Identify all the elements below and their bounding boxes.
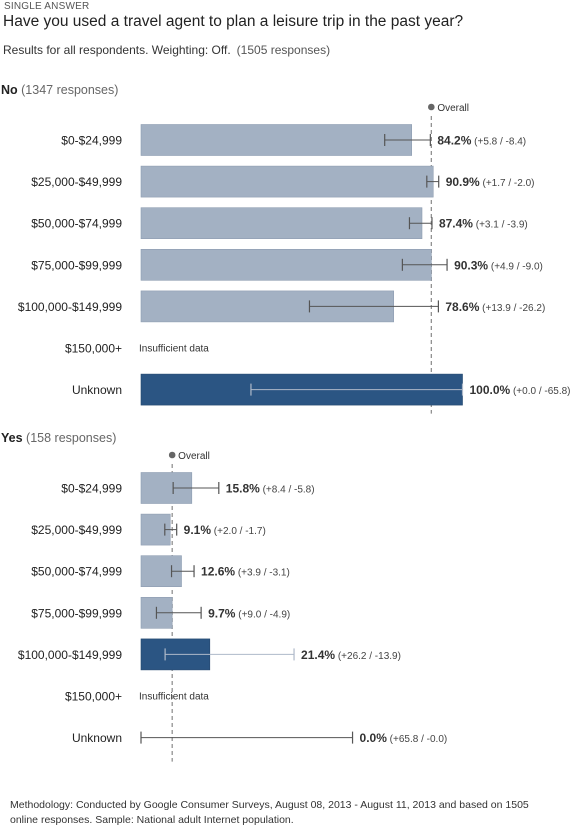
value-label-group: 0.0% (+65.8 / -0.0) <box>360 731 448 745</box>
total-responses: (1505 responses) <box>236 43 331 57</box>
value-label-group: 90.9% (+1.7 / -2.0) <box>446 175 535 189</box>
error-margin-label: (+26.2 / -13.9) <box>335 651 401 662</box>
data-bar <box>140 165 434 198</box>
value-label-group: 100.0% (+0.0 / -65.8) <box>470 383 571 397</box>
overall-label: Overall <box>437 103 469 114</box>
value-label: 84.2% <box>437 134 471 148</box>
value-label-group: 15.8% (+8.4 / -5.8) <box>226 482 315 496</box>
error-margin-label: (+1.7 / -2.0) <box>480 178 535 189</box>
category-label: $75,000-$99,999 <box>31 258 122 272</box>
overall-marker-dot <box>168 451 176 459</box>
group-responses: (1347 responses) <box>18 83 119 97</box>
overall-label: Overall <box>178 451 210 462</box>
error-margin-label: (+9.0 / -4.9) <box>235 609 290 620</box>
value-label-group: 90.3% (+4.9 / -9.0) <box>454 258 543 272</box>
methodology-note: Methodology: Conducted by Google Consume… <box>10 799 529 826</box>
error-margin-label: (+3.9 / -3.1) <box>235 568 290 579</box>
value-label-group: 78.6% (+13.9 / -26.2) <box>445 300 545 314</box>
value-label: 9.1% <box>184 523 212 537</box>
category-label: $75,000-$99,999 <box>31 606 122 620</box>
group-label: No <box>1 83 18 97</box>
category-label: $100,000-$149,999 <box>18 648 122 662</box>
category-label: $50,000-$74,999 <box>31 565 122 579</box>
category-label: $50,000-$74,999 <box>31 217 122 231</box>
category-label: $25,000-$49,999 <box>31 175 122 189</box>
error-margin-label: (+2.0 / -1.7) <box>211 526 266 537</box>
value-label: 9.7% <box>208 606 236 620</box>
results-chart: No (1347 responses) Overall $0-$24,999 84.2… <box>1 83 571 762</box>
group-heading: Yes (158 responses) <box>1 431 116 445</box>
value-label: 90.9% <box>446 175 480 189</box>
error-margin-label: (+8.4 / -5.8) <box>260 485 315 496</box>
group-heading: No (1347 responses) <box>1 83 118 97</box>
error-margin-label: (+4.9 / -9.0) <box>488 261 543 272</box>
category-label: Unknown <box>72 731 122 745</box>
group-label: Yes <box>1 431 23 445</box>
category-label: $0-$24,999 <box>61 482 122 496</box>
weighting-text: Results for all respondents. Weighting: … <box>3 43 231 57</box>
value-label-group: 9.1% (+2.0 / -1.7) <box>184 523 266 537</box>
insufficient-data-label: Insufficient data <box>139 692 209 703</box>
question-title: Have you used a travel agent to plan a l… <box>3 13 464 30</box>
group-responses: (158 responses) <box>23 431 117 445</box>
category-label: $0-$24,999 <box>61 134 122 148</box>
value-label: 100.0% <box>470 383 511 397</box>
error-margin-label: (+65.8 / -0.0) <box>387 734 447 745</box>
results-subtitle: Results for all respondents. Weighting: … <box>3 43 330 57</box>
value-label-group: 84.2% (+5.8 / -8.4) <box>437 134 526 148</box>
error-margin-label: (+0.0 / -65.8) <box>510 386 570 397</box>
category-label: $25,000-$49,999 <box>31 523 122 537</box>
category-label: $100,000-$149,999 <box>18 300 122 314</box>
category-label: $150,000+ <box>65 690 122 704</box>
value-label: 12.6% <box>201 565 235 579</box>
question-type-label: SINGLE ANSWER <box>4 1 90 12</box>
value-label: 15.8% <box>226 482 260 496</box>
error-margin-label: (+3.1 / -3.9) <box>473 220 528 231</box>
category-label: Unknown <box>72 383 122 397</box>
error-margin-label: (+13.9 / -26.2) <box>479 303 545 314</box>
error-margin-label: (+5.8 / -8.4) <box>471 137 526 148</box>
value-label-group: 9.7% (+9.0 / -4.9) <box>208 606 290 620</box>
insufficient-data-label: Insufficient data <box>139 344 209 355</box>
value-label: 21.4% <box>301 648 335 662</box>
data-bar <box>140 124 413 156</box>
category-label: $150,000+ <box>65 342 122 356</box>
value-label: 87.4% <box>439 217 473 231</box>
data-bar <box>140 207 423 239</box>
value-label: 0.0% <box>360 731 388 745</box>
value-label: 78.6% <box>445 300 479 314</box>
overall-marker-dot <box>428 103 435 111</box>
value-label-group: 12.6% (+3.9 / -3.1) <box>201 565 290 579</box>
value-label-group: 87.4% (+3.1 / -3.9) <box>439 217 528 231</box>
value-label: 90.3% <box>454 258 488 272</box>
data-bar <box>140 249 432 281</box>
value-label-group: 21.4% (+26.2 / -13.9) <box>301 648 401 662</box>
